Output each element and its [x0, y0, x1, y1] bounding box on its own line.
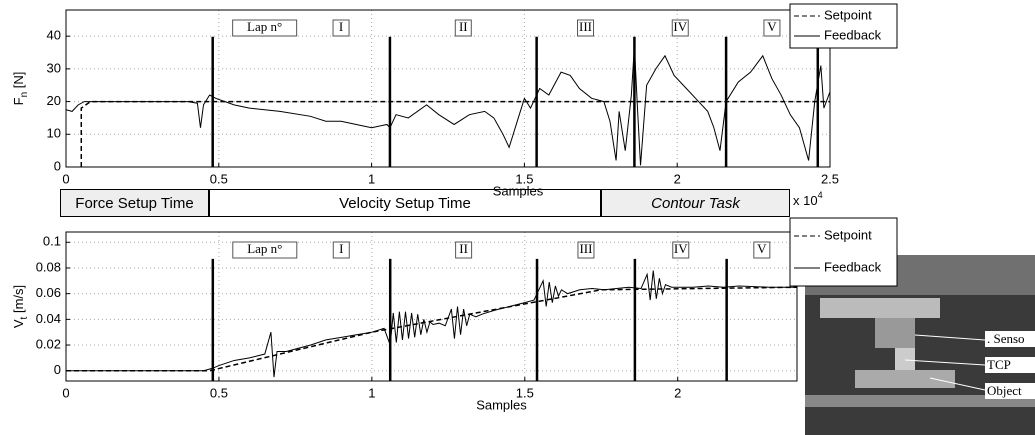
lap-label-box [753, 241, 771, 259]
x-tick-label: 0.5 [210, 171, 228, 186]
lap-label-box [332, 241, 350, 259]
photo-object [855, 370, 955, 388]
x-axis-label: Samples [476, 397, 527, 412]
phase: Force Setup Time [60, 189, 209, 217]
plot-area [66, 270, 797, 378]
lap-label-box [577, 19, 595, 37]
lap-label: I [339, 19, 343, 34]
y-label-sub: t [19, 316, 30, 319]
label-box [985, 383, 1035, 399]
legend-label: Feedback [824, 27, 882, 42]
x-tick-label: 0 [62, 171, 69, 186]
photo: . Senso TCP Object [805, 255, 1035, 435]
lap-label: V [757, 241, 767, 256]
x-tick-label: 1.5 [516, 385, 534, 400]
multiplier-base: x 10 [793, 193, 818, 208]
x-multiplier: x 104 [793, 190, 823, 208]
lap-label: V [767, 19, 777, 34]
x-axis-label: Samples [493, 183, 544, 198]
y-tick-label: 0 [54, 158, 61, 173]
phase: Contour Task [601, 189, 790, 217]
plot-area [66, 45, 830, 167]
legend-box [789, 3, 898, 49]
y-tick-label: 0.08 [36, 259, 61, 274]
y-axis-label: Vt [m/s] [11, 285, 29, 328]
legend-label: Feedback [824, 259, 882, 274]
lap-label-box [454, 19, 472, 37]
lap-label: II [459, 19, 468, 34]
photo-rail [805, 395, 1035, 407]
phase: Velocity Setup Time [209, 189, 601, 217]
legend-label: Setpoint [824, 227, 872, 242]
photo-label: TCP [987, 357, 1011, 372]
x-tick-label: 0 [62, 385, 69, 400]
y-tick-label: 10 [47, 126, 61, 141]
lap-label: Lap n° [247, 19, 282, 34]
lap-label-box [232, 241, 298, 259]
x-tick-label: 2 [674, 171, 681, 186]
photo-label: Object [987, 383, 1022, 398]
lap-label-box [232, 19, 298, 37]
x-tick-label: 1.5 [515, 171, 533, 186]
series-line [80, 100, 830, 167]
photo-plate [820, 298, 940, 318]
y-axis-label: Fn [N] [11, 72, 29, 106]
lap-label: III [579, 241, 592, 256]
lap-label-box [671, 19, 689, 37]
label-box [985, 357, 1035, 373]
y-tick-label: 0 [54, 362, 61, 377]
y-label-unit: [N] [11, 72, 26, 92]
series-line [66, 45, 830, 166]
x-tick-label: 2 [674, 385, 681, 400]
lap-label: IV [674, 241, 688, 256]
y-tick-label: 0.02 [36, 336, 61, 351]
lap-label: III [579, 19, 592, 34]
y-label-sub: n [19, 92, 30, 98]
x-tick-label: 1 [368, 171, 375, 186]
multiplier-exp: 4 [818, 190, 823, 200]
lap-label-box [332, 19, 350, 37]
x-tick-label: 2.5 [821, 171, 839, 186]
y-label-main: F [11, 97, 26, 105]
pointer [904, 359, 986, 366]
lap-label: IV [673, 19, 687, 34]
pointer [914, 334, 986, 341]
plot-frame [65, 9, 831, 168]
legend-label: Setpoint [824, 7, 872, 22]
x-tick-label: 1 [368, 385, 375, 400]
pointer [929, 377, 986, 391]
y-label-main: V [11, 319, 26, 328]
photo-label: . Senso [987, 331, 1025, 346]
photo-sensor [875, 318, 915, 348]
y-tick-label: 20 [47, 93, 61, 108]
series-line [66, 286, 797, 372]
y-label-unit: [m/s] [11, 285, 26, 317]
y-tick-label: 30 [47, 60, 61, 75]
lap-label-box [577, 241, 595, 259]
lap-label: I [339, 241, 343, 256]
lap-label: II [459, 241, 468, 256]
series-line [66, 270, 797, 378]
lap-label: Lap n° [247, 241, 282, 256]
y-tick-label: 0.06 [36, 285, 61, 300]
lap-label-box [672, 241, 690, 259]
legend-box [789, 217, 898, 287]
y-tick-label: 0.1 [43, 234, 61, 249]
lap-label-box [455, 241, 473, 259]
lap-label-box [763, 19, 781, 37]
y-tick-label: 40 [47, 28, 61, 43]
y-tick-label: 0.04 [36, 311, 61, 326]
label-box [985, 331, 1035, 347]
plot-frame [65, 231, 798, 382]
x-tick-label: 0.5 [210, 385, 228, 400]
phase-bar: Force Setup Time Velocity Setup Time Con… [60, 189, 790, 217]
